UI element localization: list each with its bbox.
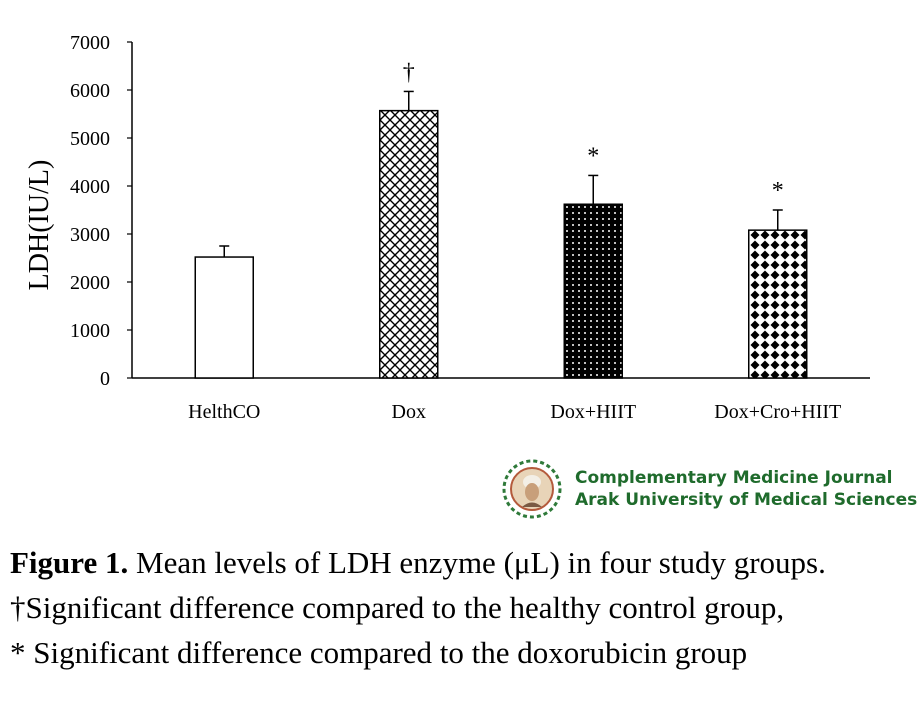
caption-line-3: * Significant difference compared to the… (10, 635, 748, 670)
caption-line-1: Mean levels of LDH enzyme (μL) in four s… (128, 545, 826, 580)
journal-logo (500, 458, 910, 520)
y-tick-label: 1000 (70, 320, 110, 342)
portrait-emblem-icon (502, 459, 562, 519)
y-tick-label: 6000 (70, 80, 110, 102)
significance-marker-2: * (587, 143, 599, 169)
x-tick-label: HelthCO (188, 401, 260, 423)
y-axis-label: LDH(IU/L) (24, 160, 55, 291)
chart-axes (127, 41, 870, 379)
bar-0 (194, 256, 254, 379)
figure-label: Figure 1. (10, 545, 129, 580)
significance-marker-1: † (403, 59, 415, 85)
y-tick-label: 5000 (70, 128, 110, 150)
x-tick-label: Dox+HIIT (550, 401, 636, 423)
chart-bars (194, 90, 808, 379)
journal-name: Complementary Medicine Journal Arak Univ… (575, 467, 917, 511)
y-tick-label: 0 (100, 368, 110, 390)
journal-title: Complementary Medicine Journal (575, 468, 893, 488)
caption-line-2: †Significant difference compared to the … (10, 590, 785, 625)
ldh-bar-chart: 0 1000 2000 3000 4000 5000 6000 7000 LDH(IU/L) He… (24, 32, 870, 423)
y-tick-label: 3000 (70, 224, 110, 246)
x-tick-label: Dox (392, 401, 426, 423)
x-tick-label: Dox+Cro+HIIT (714, 401, 841, 423)
bar-3 (748, 229, 808, 379)
figure-caption: Figure 1. Mean levels of LDH enzyme (μL)… (10, 540, 910, 675)
y-tick-label: 7000 (70, 32, 110, 54)
y-tick-label: 2000 (70, 272, 110, 294)
journal-university: Arak University of Medical Sciences (575, 490, 917, 510)
bar-1 (379, 109, 439, 379)
y-tick-label: 4000 (70, 176, 110, 198)
significance-marker-3: * (772, 178, 784, 204)
bar-2 (563, 203, 623, 379)
chart-labels: 0 1000 2000 3000 4000 5000 6000 7000 LDH(IU/L) He… (24, 32, 841, 423)
